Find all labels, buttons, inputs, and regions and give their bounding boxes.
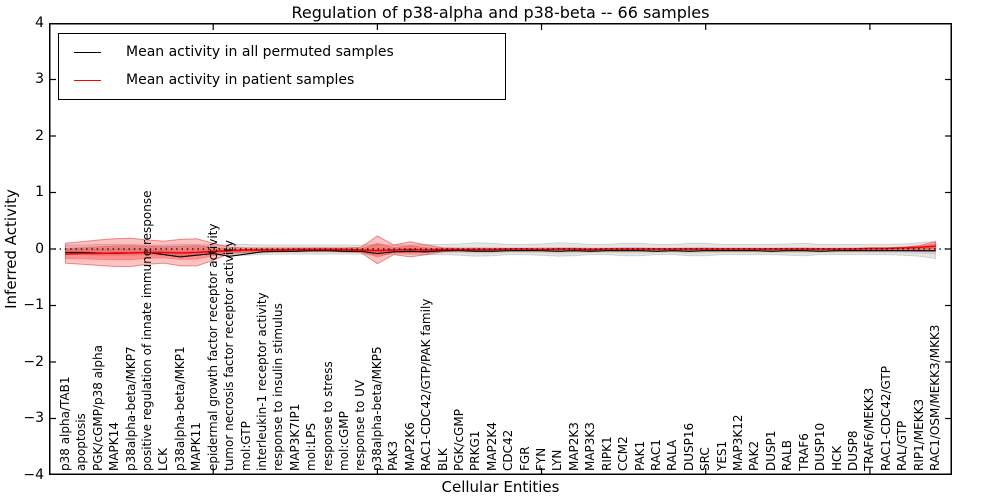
x-tick-label: DUSP8: [845, 430, 860, 471]
y-tick-label: 0: [35, 240, 44, 257]
y-tick-label: −3: [23, 410, 44, 426]
legend: Mean activity in all permuted samples Me…: [58, 33, 506, 100]
x-tick-label: PAK3: [386, 440, 401, 471]
x-tick-label: DUSP10: [813, 422, 828, 471]
x-tick-label: BLK: [435, 448, 450, 471]
x-tick-label: TRAF6: [796, 433, 811, 471]
x-tick-label: PAK2: [747, 440, 762, 471]
x-tick-label: mol:cGMP: [337, 411, 352, 471]
x-tick-label: DUSP1: [763, 430, 778, 471]
x-tick-label: LCK: [156, 448, 171, 471]
x-tick-label: PGK/cGMP: [451, 409, 466, 471]
x-axis-title: Cellular Entities: [441, 478, 560, 496]
legend-item-permuted: Mean activity in all permuted samples: [59, 38, 505, 66]
x-tick-label: MAP3K7IP1: [287, 403, 302, 471]
x-tick-label: p38alpha-beta/MKP5: [369, 346, 384, 471]
x-tick-label: CCM2: [616, 436, 631, 471]
x-tick-label: response to insulin stimulus: [271, 303, 286, 471]
x-tick-label: FGR: [517, 446, 532, 471]
x-tick-label: RAL/GTP: [895, 420, 910, 471]
x-tick-label: MAP2K3: [566, 422, 581, 471]
x-tick-label: RAC1-CDC42/GTP/PAK family: [419, 298, 434, 471]
x-tick-label: interleukin-1 receptor activity: [254, 292, 269, 471]
x-tick-label: RAC1-CDC42/GTP: [878, 366, 893, 471]
y-tick-label: −4: [23, 466, 44, 483]
x-tick-label: FYN: [534, 447, 549, 471]
x-tick-label: RAC1: [648, 439, 663, 471]
x-tick-label: MAPK11: [189, 422, 204, 471]
x-tick-label: response to UV: [353, 379, 368, 471]
x-tick-label: RIP1/MEKK3: [911, 398, 926, 471]
x-tick-label: RAC1/OSM/MEKK3/MKK3: [928, 324, 943, 471]
x-tick-label: MAPK14: [107, 422, 122, 471]
permuted-line-sample: [74, 51, 101, 53]
y-tick-label: −2: [23, 353, 44, 370]
y-tick-label: 1: [35, 184, 44, 200]
plot-canvas: [49, 23, 952, 475]
x-tick-label: MAP2K4: [484, 422, 499, 471]
x-tick-label: mol:LPS: [304, 423, 319, 471]
x-tick-label: YES1: [714, 440, 729, 471]
x-tick-label: MAP3K12: [731, 414, 746, 471]
x-tick-label: response to stress: [320, 361, 335, 471]
x-tick-label: HCK: [829, 445, 844, 471]
y-tick-label: 3: [35, 71, 44, 87]
permuted-mean-line: [65, 250, 936, 258]
legend-label-permuted: Mean activity in all permuted samples: [126, 44, 394, 60]
x-tick-label: PRKG1: [468, 430, 483, 471]
x-tick-label: SRC: [698, 447, 713, 471]
chart-title: Regulation of p38-alpha and p38-beta -- …: [291, 3, 710, 22]
x-tick-label: MAP2K6: [402, 422, 417, 471]
x-tick-label: LYN: [550, 449, 565, 471]
x-tick-label: TRAF6/MEKK3: [862, 387, 877, 471]
x-tick-label: RALA: [665, 439, 680, 471]
x-tick-label: epidermal growth factor receptor activit…: [205, 223, 220, 471]
y-tick-label: −1: [23, 297, 44, 313]
x-tick-label: apoptosis: [74, 413, 89, 471]
x-tick-label: MAP3K3: [583, 422, 598, 471]
y-tick-label: 4: [35, 14, 44, 31]
axes-frame: [49, 23, 952, 475]
x-tick-label: PAK1: [632, 440, 647, 471]
x-tick-label: PGK/cGMP/p38 alpha: [90, 345, 105, 471]
legend-label-patient: Mean activity in patient samples: [126, 72, 355, 88]
x-tick-label: RIPK1: [599, 436, 614, 471]
x-tick-label: positive regulation of innate immune res…: [140, 190, 154, 471]
x-tick-label: mol:GTP: [238, 421, 253, 471]
x-tick-label: tumor necrosis factor receptor activity: [222, 240, 237, 471]
x-tick-label: p38 alpha/TAB1: [57, 376, 72, 471]
legend-item-patient: Mean activity in patient samples: [59, 66, 505, 94]
y-tick-label: 2: [35, 127, 44, 144]
x-tick-label: p38alpha-beta/MKP7: [123, 346, 138, 471]
x-tick-label: CDC42: [501, 429, 516, 471]
x-tick-label: p38alpha-beta/MKP1: [172, 346, 187, 471]
x-tick-label: RALB: [780, 440, 795, 471]
patient-line-sample: [74, 79, 101, 81]
x-tick-label: DUSP16: [681, 422, 696, 471]
